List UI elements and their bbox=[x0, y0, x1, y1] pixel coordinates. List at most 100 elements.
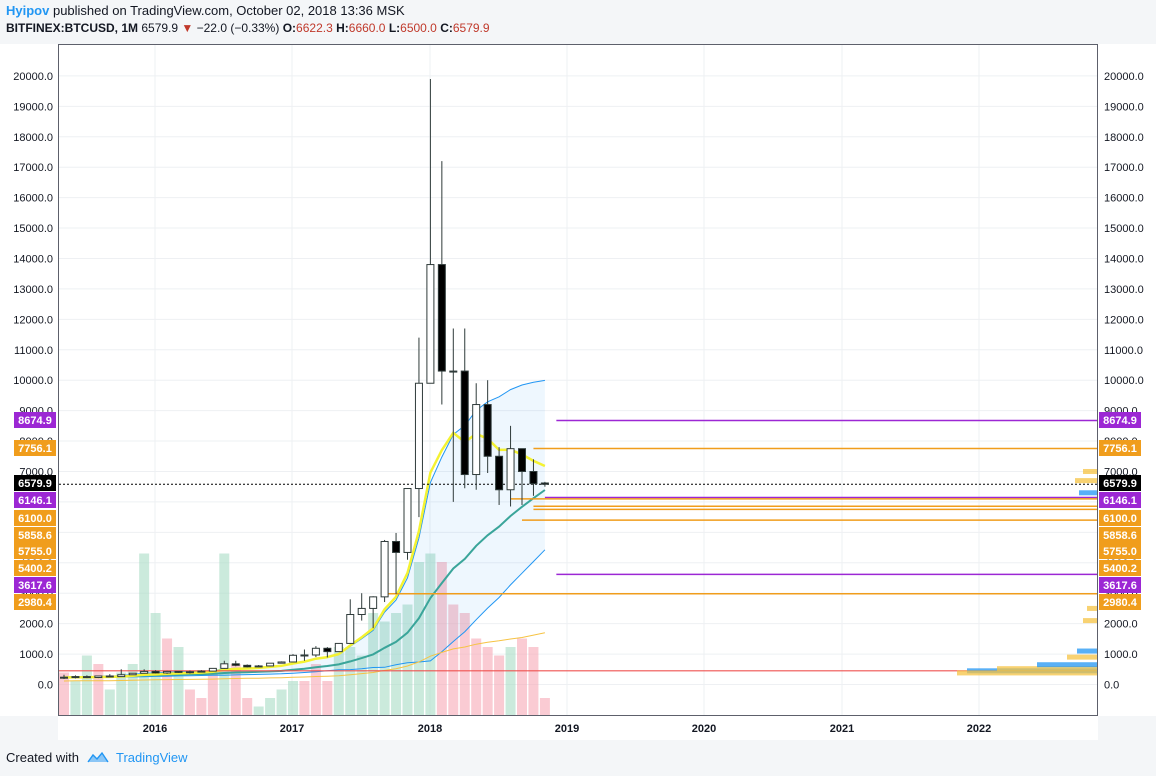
candle-body bbox=[163, 670, 172, 674]
grid-lines bbox=[59, 45, 1097, 715]
volume-profile-bar bbox=[1037, 662, 1097, 668]
candle-body bbox=[208, 667, 217, 672]
right-axis-tick: 12000.0 bbox=[1104, 314, 1144, 326]
right-price-tag-text: 6146.1 bbox=[1103, 495, 1137, 507]
author-link[interactable]: Hyipov bbox=[6, 3, 50, 18]
right-price-tag-text: 8674.9 bbox=[1103, 415, 1137, 427]
slow-ma-line bbox=[63, 632, 545, 682]
candle-body bbox=[105, 675, 114, 678]
right-price-tag bbox=[1099, 475, 1141, 491]
volume-bar bbox=[356, 655, 367, 715]
right-price-tag bbox=[1099, 510, 1141, 526]
publish-info: published on TradingView.com, October 02… bbox=[52, 3, 405, 18]
volume-bar bbox=[139, 553, 150, 715]
time-axis[interactable] bbox=[58, 716, 1098, 740]
candle-body bbox=[289, 654, 297, 663]
candle-body bbox=[185, 671, 194, 674]
right-axis-tick: 16000.0 bbox=[1104, 193, 1144, 205]
left-price-tag bbox=[14, 475, 56, 491]
symbol-ticker[interactable]: BITFINEX:BTCUSD, 1M bbox=[6, 21, 138, 35]
candle-body bbox=[266, 662, 275, 667]
open-value: 6622.3 bbox=[296, 21, 333, 35]
candle-body bbox=[460, 370, 469, 476]
volume-profile-bar bbox=[957, 670, 1097, 676]
candle-body bbox=[174, 670, 183, 673]
price-change: −22.0 (−0.33%) bbox=[196, 21, 280, 35]
left-axis-tick: 19000.0 bbox=[13, 101, 53, 113]
volume-bar bbox=[413, 562, 424, 715]
candle-body bbox=[369, 596, 378, 609]
right-price-tag-text: 7756.1 bbox=[1103, 443, 1137, 455]
close-label: C: bbox=[440, 21, 453, 35]
time-axis-tick: 2016 bbox=[143, 723, 167, 735]
time-axis-tick: 2020 bbox=[692, 723, 716, 735]
left-price-tag-text: 6146.1 bbox=[18, 495, 52, 507]
candle-body bbox=[346, 614, 355, 644]
candle-body bbox=[277, 661, 286, 664]
time-axis-tick: 2018 bbox=[418, 723, 442, 735]
last-price: 6579.9 bbox=[141, 21, 179, 35]
left-price-tag bbox=[14, 594, 56, 610]
candle-body bbox=[128, 672, 137, 676]
left-price-tag bbox=[14, 543, 56, 559]
volume-profile-bar bbox=[1077, 648, 1097, 654]
left-axis-tick: 18000.0 bbox=[13, 132, 53, 144]
candle-body bbox=[300, 654, 309, 657]
volume-bar bbox=[173, 647, 184, 715]
volume-bar bbox=[402, 604, 413, 715]
candle-body bbox=[311, 647, 320, 656]
volume-bar bbox=[242, 698, 253, 715]
volume-bar bbox=[207, 672, 218, 715]
left-axis-tick: 20000.0 bbox=[13, 71, 53, 83]
volume-profile-bar bbox=[1079, 490, 1097, 496]
right-price-tag-text: 2980.4 bbox=[1103, 597, 1138, 609]
volume-bar bbox=[81, 655, 92, 715]
right-axis-tick: 11000.0 bbox=[1104, 345, 1143, 357]
volume-bar bbox=[436, 562, 447, 715]
volume-bar bbox=[230, 664, 241, 715]
left-axis-tick: 17000.0 bbox=[13, 162, 53, 174]
left-price-tag-text: 5858.6 bbox=[18, 530, 52, 542]
left-price-tag-text: 6100.0 bbox=[18, 513, 52, 525]
volume-bar bbox=[517, 638, 527, 715]
volume-bar bbox=[184, 689, 195, 715]
low-label: L: bbox=[388, 21, 401, 35]
right-price-tag bbox=[1099, 492, 1141, 508]
volume-bar bbox=[345, 647, 356, 715]
candle-body bbox=[472, 404, 481, 476]
right-axis-tick: 15000.0 bbox=[1104, 223, 1144, 235]
band-lower-line bbox=[63, 549, 546, 679]
volume-bar bbox=[70, 681, 81, 715]
time-axis-tick: 2022 bbox=[967, 723, 991, 735]
volume-bar bbox=[425, 553, 436, 715]
volume-bar bbox=[379, 621, 390, 715]
volume-bar bbox=[104, 689, 115, 715]
left-price-tag bbox=[14, 412, 56, 428]
candles bbox=[60, 78, 549, 680]
candle-body bbox=[220, 663, 229, 669]
volume-bar bbox=[276, 689, 287, 715]
volume-bar bbox=[127, 664, 138, 715]
candle-body bbox=[94, 675, 103, 679]
candle-body bbox=[82, 676, 91, 679]
level-lines bbox=[59, 419, 1097, 672]
tradingview-link[interactable]: TradingView bbox=[116, 750, 188, 765]
time-axis-tick: 2019 bbox=[555, 723, 579, 735]
candle-body bbox=[231, 663, 240, 666]
volume-bar bbox=[528, 647, 539, 715]
volume-bar bbox=[494, 655, 505, 715]
symbol-info-bar: BITFINEX:BTCUSD, 1M 6579.9 ▼ −22.0 (−0.3… bbox=[6, 21, 490, 35]
volume-bar bbox=[505, 647, 516, 715]
right-price-tag-text: 3617.6 bbox=[1103, 580, 1137, 592]
left-price-tag bbox=[14, 492, 56, 508]
volume-bar bbox=[448, 604, 459, 715]
left-axis-tick: 10000.0 bbox=[13, 375, 53, 387]
volume-bar bbox=[265, 698, 276, 715]
left-price-tag-text: 3617.6 bbox=[18, 580, 52, 592]
candle-body bbox=[506, 448, 515, 491]
volume-bar bbox=[288, 681, 298, 715]
volume-bar bbox=[310, 664, 321, 715]
high-label: H: bbox=[336, 21, 349, 35]
left-price-tag bbox=[14, 440, 56, 456]
